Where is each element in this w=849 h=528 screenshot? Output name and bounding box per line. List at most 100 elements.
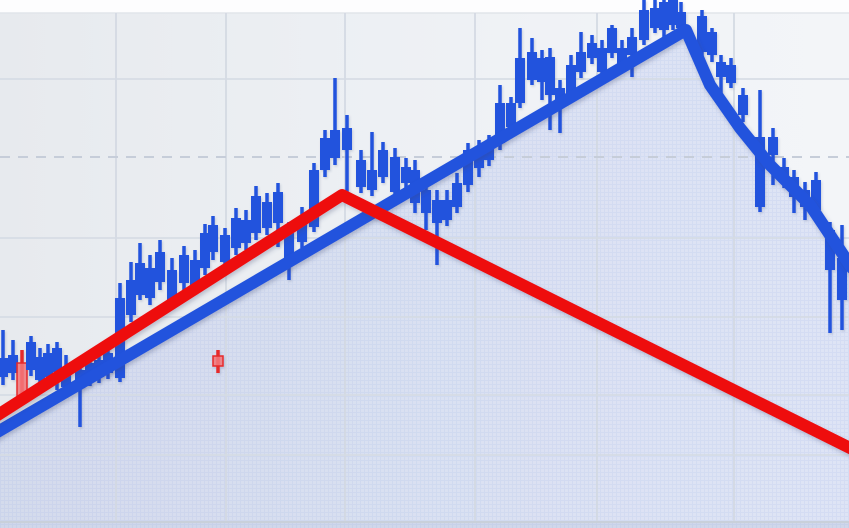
candle-body [200, 233, 210, 268]
candle-body [697, 16, 707, 52]
blue-candle [506, 97, 516, 130]
candle-body [707, 32, 717, 55]
blue-candle [342, 115, 352, 200]
blue-candle [43, 344, 53, 382]
blue-candle [208, 216, 218, 260]
candle-body [607, 28, 617, 53]
candle-body [342, 128, 352, 150]
candle-body [262, 202, 272, 228]
candle-body [837, 258, 847, 300]
candle-body [515, 58, 525, 103]
candle-body [825, 230, 835, 270]
blue-candle [442, 190, 452, 226]
candle-body [126, 280, 136, 315]
candle-body [676, 12, 686, 28]
blue-candle [155, 240, 165, 290]
candle-body [167, 270, 177, 300]
blue-candle [576, 32, 586, 78]
candle-body [617, 48, 627, 65]
candle-body [401, 167, 411, 183]
candle-body [597, 48, 607, 72]
candle-body [811, 180, 821, 210]
candle-body [179, 255, 189, 283]
blue-candle [145, 255, 155, 305]
candle-body [378, 150, 388, 177]
candle-body [320, 138, 330, 170]
blue-candle [367, 132, 377, 196]
candle-body [755, 137, 765, 207]
candle-body [284, 233, 294, 262]
candle-body [627, 37, 637, 55]
candle-body [495, 103, 505, 143]
candle-body [576, 52, 586, 72]
blue-candle [251, 186, 261, 240]
blue-candle [241, 210, 251, 250]
candle-body [330, 130, 340, 158]
blue-candle [738, 88, 748, 122]
candle-body [442, 200, 452, 220]
trend-area-fill-layer [0, 30, 849, 528]
candle-body [452, 183, 462, 207]
blue-candle [378, 142, 388, 183]
candle-body [506, 103, 516, 127]
blue-candle [8, 340, 18, 380]
blue-candle [716, 55, 726, 93]
candle-body [650, 8, 660, 28]
candle-body [639, 10, 649, 40]
blue-candle [330, 78, 340, 165]
blue-candle [650, 0, 660, 33]
candle-body [566, 65, 576, 95]
blue-candle [309, 163, 319, 232]
candle-body [527, 52, 537, 80]
blue-candle [401, 158, 411, 190]
candle-body [145, 268, 155, 298]
candle-body [135, 263, 145, 295]
blue-candle [179, 246, 189, 290]
candle-body [297, 220, 307, 242]
blue-candle [0, 330, 8, 385]
blue-candle [515, 28, 525, 108]
blue-candle [135, 243, 145, 300]
candle-body [208, 225, 218, 252]
candle-body [190, 260, 200, 286]
candle-body [738, 95, 748, 115]
candle-body [668, 0, 678, 25]
candle-body [537, 58, 547, 82]
blue-candle [356, 150, 366, 193]
blue-candle [627, 28, 637, 77]
candle-body [231, 218, 241, 248]
blue-candle [390, 148, 400, 199]
blue-candle [35, 348, 45, 385]
blue-candle [262, 193, 272, 235]
red-trendline [0, 189, 849, 455]
candle-body [367, 170, 377, 190]
blue-candle [452, 173, 462, 213]
candle-body [726, 65, 736, 83]
blue-candle [26, 336, 36, 376]
candle-body [390, 157, 400, 192]
candle-body [659, 2, 669, 30]
candle-body [241, 220, 251, 243]
blue-trend-area-texture [0, 30, 849, 528]
blue-candle [200, 224, 210, 275]
candle-body [0, 358, 8, 377]
candle-body [421, 190, 431, 213]
candle-body [220, 235, 230, 262]
candle-body [273, 192, 283, 223]
blue-candle [659, 0, 669, 43]
candle-body [309, 170, 319, 227]
blue-candle [320, 130, 330, 177]
candle-body [587, 43, 597, 58]
candle-body [716, 62, 726, 77]
blue-candle [527, 38, 537, 85]
candle-body [43, 353, 53, 377]
candle-body [768, 137, 778, 155]
blue-candle [597, 40, 607, 77]
candle-body [251, 196, 261, 233]
top-margin-band [0, 0, 849, 13]
blue-candle [707, 28, 717, 62]
candle-body [35, 357, 45, 380]
candle-body [52, 348, 62, 372]
